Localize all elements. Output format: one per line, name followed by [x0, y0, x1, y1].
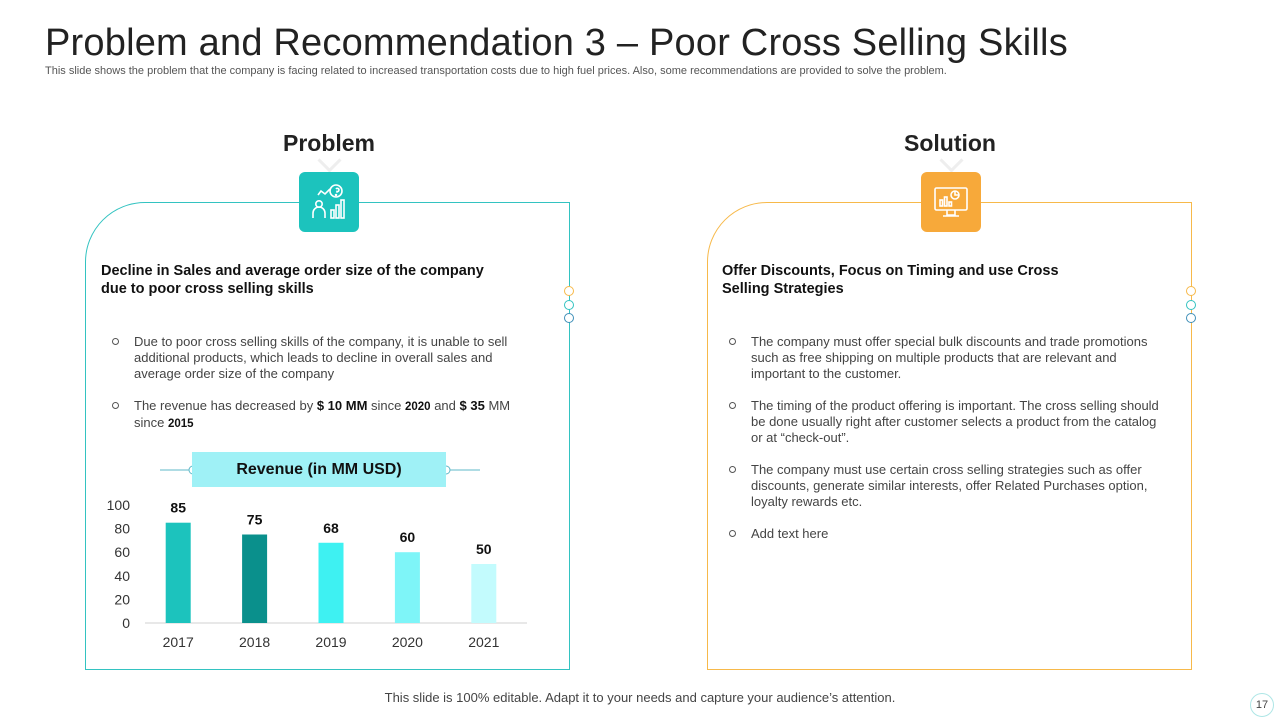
solution-bullet-text: The company must offer special bulk disc…	[751, 334, 1148, 381]
revenue-bar-chart: 0 20 40 60 80 100 85 2017 75 2018 68 2019 60 2020 50 20…	[107, 497, 527, 650]
problem-heading-line: due to poor cross selling skills	[101, 281, 314, 297]
ring-decoration	[1186, 286, 1196, 296]
revenue-bold: $ 35	[459, 398, 485, 413]
data-label: 60	[400, 529, 416, 545]
ring-decoration	[564, 286, 574, 296]
revenue-bold: 2020	[405, 401, 431, 413]
bar	[165, 522, 191, 623]
revenue-bold: $ 10 MM	[316, 398, 368, 413]
list-item: The company must offer special bulk disc…	[729, 334, 1159, 382]
revenue-text: and	[430, 398, 460, 413]
bullet-icon	[729, 530, 736, 537]
footer-note: This slide is 100% editable. Adapt it to…	[384, 690, 896, 705]
solution-heading-line: Offer Discounts, Focus on Timing and use…	[722, 263, 1059, 279]
problem-bullet-text: Due to poor cross selling skills of the …	[134, 334, 508, 381]
chart-title: Revenue (in MM USD)	[192, 452, 446, 487]
bullet-icon	[729, 402, 736, 409]
solution-bullet-text: The company must use certain cross selli…	[751, 462, 1148, 509]
bar	[318, 542, 344, 623]
x-tick-label: 2020	[392, 634, 423, 650]
list-item: The company must use certain cross selli…	[729, 462, 1159, 510]
slide-title: Problem and Recommendation 3 – Poor Cros…	[45, 22, 1068, 64]
analytics-person-icon	[299, 172, 359, 232]
y-tick-label: 60	[114, 544, 130, 560]
bullet-icon	[112, 338, 119, 345]
solution-label: Solution	[904, 130, 996, 156]
ring-decoration	[1186, 313, 1196, 323]
revenue-text: since	[367, 398, 405, 413]
problem-label: Problem	[282, 130, 376, 156]
solution-bullets: The company must offer special bulk disc…	[729, 334, 1159, 558]
ring-decoration	[564, 313, 574, 323]
solution-heading-line: Selling Strategies	[722, 281, 844, 297]
data-label: 75	[247, 512, 263, 528]
list-item: Due to poor cross selling skills of the …	[112, 334, 540, 382]
bullet-icon	[729, 338, 736, 345]
problem-heading-line: Decline in Sales and average order size …	[101, 263, 484, 279]
bar	[242, 534, 268, 623]
data-label: 68	[323, 520, 339, 536]
revenue-text: The revenue has decreased by	[134, 398, 317, 413]
data-label: 50	[476, 541, 492, 557]
bullet-icon	[729, 466, 736, 473]
list-item: Add text here	[729, 526, 1159, 542]
problem-bullets: Due to poor cross selling skills of the …	[112, 334, 540, 448]
y-tick-label: 80	[114, 521, 130, 537]
list-item: The timing of the product offering is im…	[729, 398, 1159, 446]
y-tick-label: 0	[122, 615, 130, 631]
problem-heading: Decline in Sales and average order size …	[101, 262, 551, 298]
revenue-text: MM since	[134, 398, 511, 430]
ring-decoration	[564, 300, 574, 310]
x-tick-label: 2019	[315, 634, 346, 650]
bullet-icon	[112, 402, 119, 409]
y-tick-label: 20	[114, 591, 130, 607]
list-item: The revenue has decreased by $ 10 MM sin…	[112, 398, 540, 432]
y-tick-label: 40	[114, 568, 130, 584]
slide-subtitle: This slide shows the problem that the co…	[45, 65, 947, 77]
ring-decoration	[1186, 300, 1196, 310]
solution-bullet-text: The timing of the product offering is im…	[751, 398, 1159, 445]
x-tick-label: 2021	[468, 634, 499, 650]
bar	[394, 552, 420, 623]
solution-heading: Offer Discounts, Focus on Timing and use…	[722, 262, 1172, 298]
revenue-bold: 2015	[167, 418, 194, 430]
page-number: 17	[1250, 693, 1274, 717]
x-tick-label: 2018	[239, 634, 270, 650]
data-label: 85	[170, 500, 186, 516]
y-tick-label: 100	[107, 497, 131, 513]
bar	[471, 564, 497, 623]
solution-bullet-text: Add text here	[751, 526, 829, 541]
monitor-chart-icon	[921, 172, 981, 232]
x-tick-label: 2017	[163, 634, 194, 650]
